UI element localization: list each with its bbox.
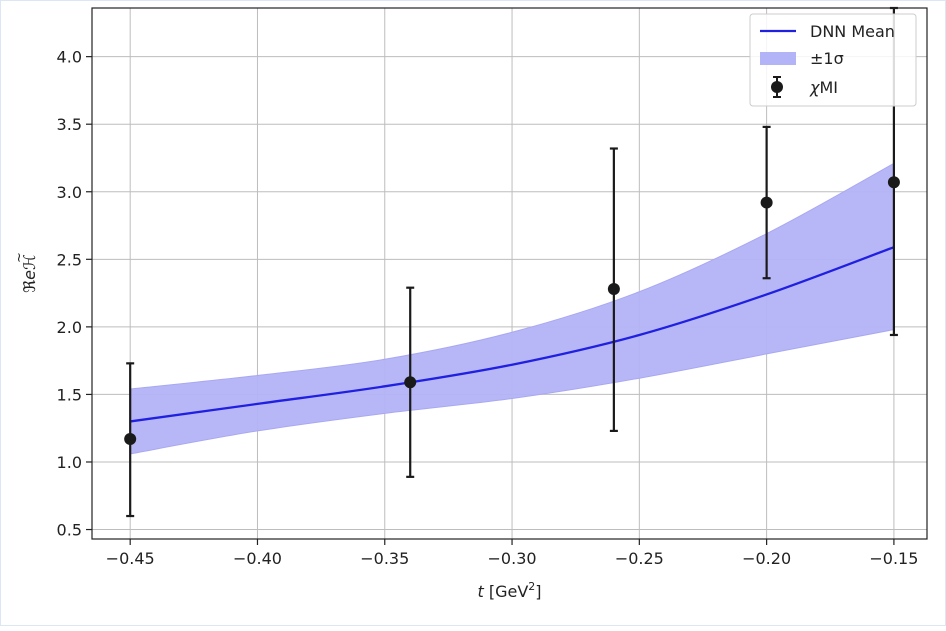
y-tick-label: 3.0: [57, 183, 82, 202]
svg-text:~: ~: [12, 252, 27, 263]
y-tick-label: 2.5: [57, 250, 82, 269]
x-axis-ticks: −0.45 −0.40 −0.35 −0.30 −0.25 −0.20 −0.15: [106, 539, 918, 568]
legend-swatch-band: [760, 52, 796, 65]
x-tick-label: −0.35: [360, 549, 409, 568]
y-tick-label: 0.5: [57, 521, 82, 540]
legend-label-sigma: ±1σ: [810, 49, 844, 68]
x-tick-label: −0.45: [106, 549, 155, 568]
errorbar-point: [124, 362, 137, 518]
data-point-marker: [607, 283, 620, 296]
dnn-mean-line: [130, 246, 895, 423]
svg-text:ℜeℋ: ℜeℋ: [20, 254, 39, 293]
legend-label-chimi: χMI: [809, 78, 838, 97]
plot-frame: [91, 7, 928, 540]
data-point-marker: [124, 433, 137, 446]
y-tick-label: 1.5: [57, 385, 82, 404]
x-axis-label: t [GeV2]: [477, 580, 541, 601]
y-tick-label: 1.0: [57, 453, 82, 472]
data-point-marker: [404, 376, 417, 389]
y-tick-label: 3.5: [57, 115, 82, 134]
y-tick-label: 2.0: [57, 318, 82, 337]
x-tick-label: −0.15: [869, 549, 918, 568]
legend-swatch-errorbar: [771, 76, 783, 98]
mean-line-layer: [130, 246, 895, 423]
legend: DNN Mean ±1σ χMI: [749, 13, 917, 107]
x-tick-label: −0.25: [615, 549, 664, 568]
data-point-marker: [760, 196, 773, 209]
errorbar-point: [607, 147, 620, 433]
y-tick-label: 4.0: [57, 48, 82, 67]
legend-err-marker: [771, 81, 783, 93]
x-tick-label: −0.30: [488, 549, 537, 568]
legend-box: [749, 13, 917, 107]
legend-label-dnn-mean: DNN Mean: [810, 22, 895, 41]
errorbar-point: [760, 125, 773, 280]
data-point-marker: [887, 176, 900, 189]
x-tick-label: −0.40: [233, 549, 282, 568]
y-axis-ticks: 0.5 1.0 1.5 2.0 2.5 3.0 3.5 4.0: [57, 48, 92, 540]
errorbar-point: [404, 286, 417, 478]
y-axis-label: ℜeℋ ~: [12, 252, 39, 293]
x-tick-label: −0.20: [742, 549, 791, 568]
